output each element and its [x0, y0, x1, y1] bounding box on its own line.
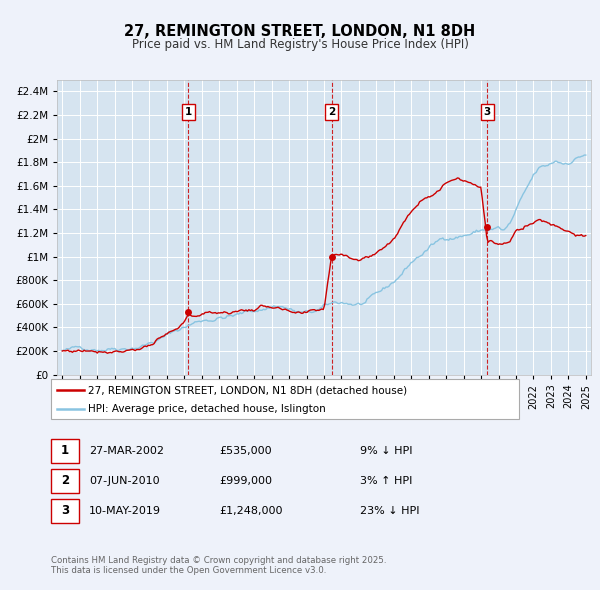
Text: 07-JUN-2010: 07-JUN-2010	[89, 476, 160, 486]
Text: Contains HM Land Registry data © Crown copyright and database right 2025.
This d: Contains HM Land Registry data © Crown c…	[51, 556, 386, 575]
Text: 23% ↓ HPI: 23% ↓ HPI	[360, 506, 419, 516]
Text: £1,248,000: £1,248,000	[219, 506, 283, 516]
Text: £535,000: £535,000	[219, 446, 272, 455]
Text: 9% ↓ HPI: 9% ↓ HPI	[360, 446, 413, 455]
Text: 27-MAR-2002: 27-MAR-2002	[89, 446, 164, 455]
Text: 27, REMINGTON STREET, LONDON, N1 8DH: 27, REMINGTON STREET, LONDON, N1 8DH	[124, 24, 476, 38]
Text: 3% ↑ HPI: 3% ↑ HPI	[360, 476, 412, 486]
Text: 2: 2	[328, 107, 335, 117]
Text: 10-MAY-2019: 10-MAY-2019	[89, 506, 161, 516]
Text: 2: 2	[61, 474, 69, 487]
Text: £999,000: £999,000	[219, 476, 272, 486]
Text: 3: 3	[61, 504, 69, 517]
Text: 3: 3	[484, 107, 491, 117]
Text: Price paid vs. HM Land Registry's House Price Index (HPI): Price paid vs. HM Land Registry's House …	[131, 38, 469, 51]
Text: 1: 1	[61, 444, 69, 457]
Text: 1: 1	[185, 107, 192, 117]
Text: HPI: Average price, detached house, Islington: HPI: Average price, detached house, Isli…	[88, 404, 326, 414]
Text: 27, REMINGTON STREET, LONDON, N1 8DH (detached house): 27, REMINGTON STREET, LONDON, N1 8DH (de…	[88, 385, 407, 395]
